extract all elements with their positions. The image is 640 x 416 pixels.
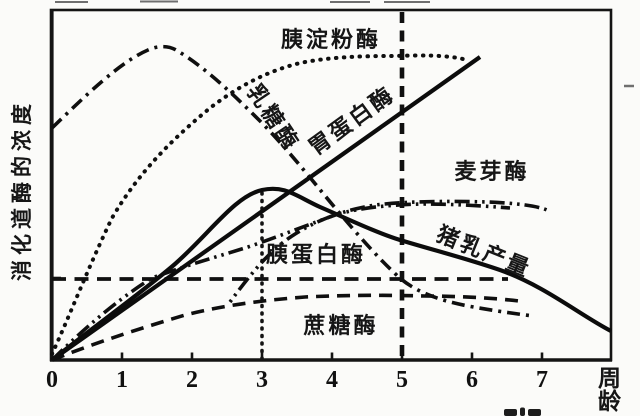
x-tick-6: 6 bbox=[466, 367, 478, 393]
curve-pepsin bbox=[50, 55, 482, 362]
x-axis-ticks bbox=[52, 276, 544, 360]
label-maltase: 麦芽酶 bbox=[454, 159, 530, 184]
curve-trypsin bbox=[50, 202, 511, 362]
curve-milk-yield bbox=[50, 186, 612, 362]
y-axis-label: 消化道酶的浓度 bbox=[11, 99, 34, 281]
x-tick-2: 2 bbox=[186, 367, 198, 393]
curve-pancreatic-amylase bbox=[50, 53, 465, 356]
x-tick-3: 3 bbox=[256, 367, 268, 393]
x-tick-0: 0 bbox=[46, 367, 58, 393]
curve-lactase bbox=[50, 44, 534, 318]
scan-artifact-top bbox=[55, 0, 634, 88]
label-trypsin: 胰蛋白酶 bbox=[265, 242, 367, 267]
x-tick-4: 4 bbox=[326, 367, 338, 393]
scan-artifact-bottom-text bbox=[504, 407, 541, 416]
curve-sucrase bbox=[51, 293, 520, 362]
x-tick-1: 1 bbox=[116, 367, 128, 393]
label-sucrase: 蔗糖酶 bbox=[303, 313, 379, 338]
x-tick-5: 5 bbox=[396, 367, 408, 393]
x-tick-7: 7 bbox=[536, 367, 548, 393]
x-axis-label: 周龄 bbox=[598, 365, 623, 414]
label-pancreatic-amylase: 胰淀粉酶 bbox=[280, 27, 382, 52]
curve-maltase bbox=[228, 199, 550, 304]
